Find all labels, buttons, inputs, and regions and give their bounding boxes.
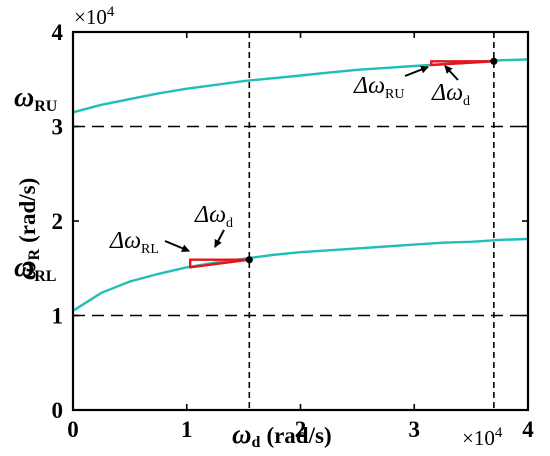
x-tick-label-4: 4 (522, 417, 534, 442)
plot-area (71, 30, 530, 412)
annotation-delta-omega-rl: ΔωRL (109, 228, 159, 257)
x-axis-label: ωd (rad/s) (232, 419, 332, 451)
marked-point-1 (490, 57, 498, 65)
delta-triangles (188, 60, 494, 269)
arrow-delta-omega-ru (404, 65, 429, 77)
marked-point-0 (245, 256, 253, 264)
x-tick-label-2: 2 (295, 417, 307, 442)
delta-triangle-1 (430, 60, 494, 67)
x-tick-label-1: 1 (181, 417, 193, 442)
x-tick-label-3: 3 (409, 417, 421, 442)
annotation-delta-omega-ru: ΔωRU (353, 73, 404, 102)
tick-labels: 0 1 2 3 4 0 1 2 3 4 (52, 20, 535, 442)
axis-ticks (72, 31, 529, 411)
marked-points (245, 57, 498, 264)
omega-rl-label: ωRL (14, 252, 56, 285)
arrow-delta-omega-d-upper (444, 65, 459, 81)
reference-lines (73, 32, 528, 410)
y-side-labels: ωRU ωRL (14, 82, 58, 285)
series-lower-curve (72, 237, 529, 312)
arrow-delta-omega-rl (164, 240, 190, 252)
y-tick-label-1: 1 (52, 304, 64, 329)
y-tick-label-2: 2 (52, 209, 64, 234)
y-axis-label: ωR(rad/s) (11, 178, 43, 280)
y-tick-label-3: 3 (52, 115, 64, 140)
omega-ru-label: ωRU (14, 82, 58, 115)
arrow-delta-omega-d-lower (214, 229, 225, 248)
y-tick-label-0: 0 (52, 398, 64, 423)
annotation-delta-omega-d-upper: Δωd (431, 80, 470, 109)
delta-triangle-0 (188, 258, 250, 269)
x-tick-label-0: 0 (67, 417, 79, 442)
y-axis-multiplier: ×104 (74, 4, 115, 29)
x-axis-multiplier: ×104 (462, 425, 503, 450)
annotation-delta-omega-d-lower: Δωd (194, 202, 233, 231)
y-tick-label-4: 4 (52, 20, 64, 45)
annotation-arrows (164, 65, 459, 252)
